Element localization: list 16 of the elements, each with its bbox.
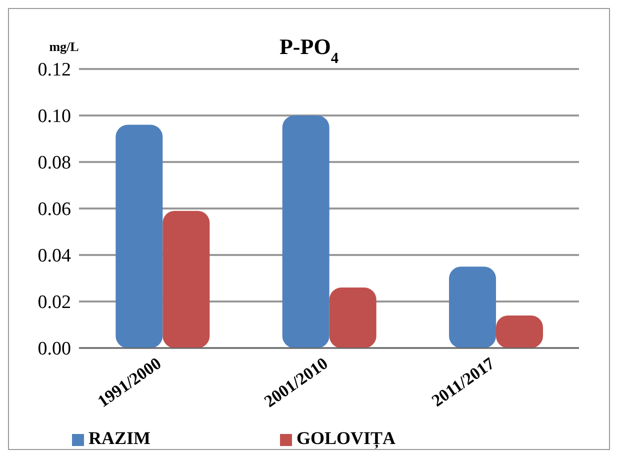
- bar: [162, 210, 210, 348]
- y-tick-label: 0.02: [38, 292, 71, 314]
- bar: [282, 116, 330, 348]
- bar: [449, 266, 496, 348]
- y-tick-label: 0.00: [38, 338, 71, 360]
- y-tick-label: 0.12: [38, 60, 71, 81]
- y-tick-label: 0.06: [38, 199, 71, 220]
- bar: [329, 288, 376, 348]
- legend-label: GOLOVIȚA: [296, 428, 396, 448]
- y-tick-label: 0.10: [38, 106, 71, 128]
- bar: [116, 124, 163, 348]
- legend-label: RAZIM: [88, 428, 150, 448]
- chart-title: P-PO$_{4}$: [279, 34, 339, 66]
- y-axis-title: mg/L: [49, 39, 80, 54]
- y-tick-label: 0.08: [38, 152, 71, 174]
- y-tick-label: 0.04: [38, 246, 72, 267]
